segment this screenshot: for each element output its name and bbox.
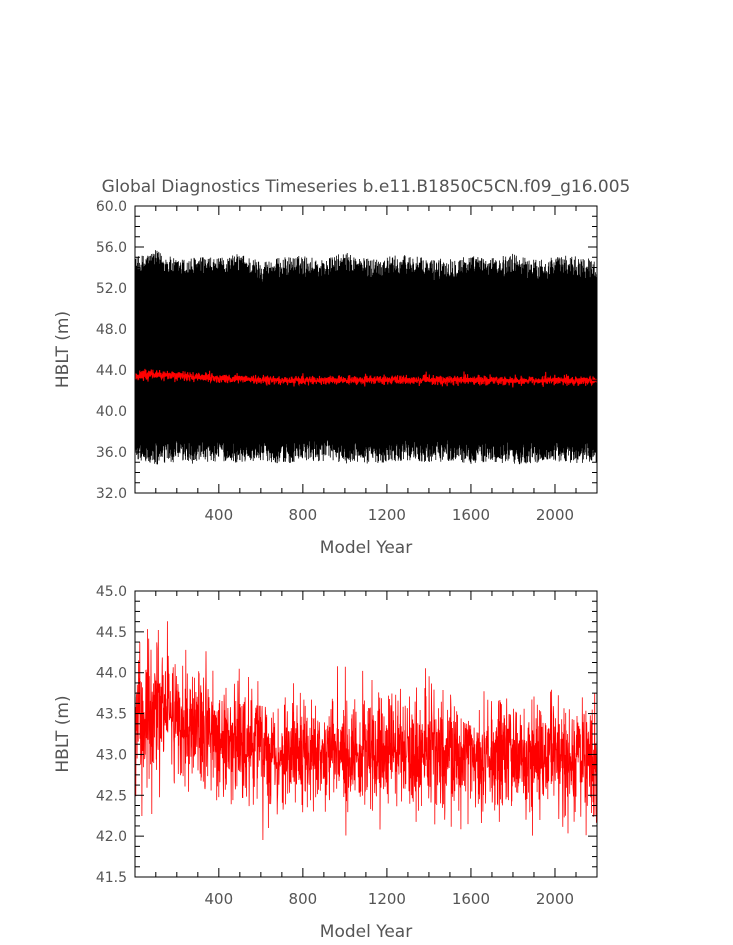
series-line-annual [135,621,597,841]
x-axis-label: Model Year [320,538,412,558]
x-tick-label: 1200 [368,890,406,908]
x-tick-label: 800 [289,890,318,908]
y-tick-label: 43.0 [96,747,127,763]
x-axis-label: Model Year [320,922,412,942]
y-tick-label: 45.0 [96,584,127,600]
timeseries-panel-bottom: 41.5 42.0 42.5 43.0 43.5 44.0 44.5 45.0 400 800 12… [53,584,598,942]
x-tick-label: 1600 [452,506,490,524]
y-tick-label: 44.5 [96,625,127,641]
timeseries-panel-top: 32.0 36.0 40.0 44.0 48.0 52.0 56.0 60.0 400 800 12… [53,199,598,558]
x-tick-label: 400 [205,506,234,524]
y-axis-label: HBLT (m) [53,311,73,388]
y-tick-label: 56.0 [96,240,127,256]
y-tick-label: 36.0 [96,445,127,461]
y-tick-label: 40.0 [96,404,127,420]
y-tick-label: 44.0 [96,363,127,379]
x-tick-label: 1200 [368,506,406,524]
x-tick-label: 800 [289,506,318,524]
y-tick-label: 60.0 [96,199,127,215]
x-tick-label: 400 [205,890,234,908]
x-tick-label: 2000 [536,506,574,524]
series-line-annual [135,368,597,388]
y-tick-label: 52.0 [96,281,127,297]
y-tick-label: 48.0 [96,322,127,338]
y-tick-label: 42.0 [96,829,127,845]
x-tick-label: 2000 [536,890,574,908]
series-line-monthly [135,250,597,465]
y-tick-label: 43.5 [96,707,127,723]
y-tick-label: 32.0 [96,486,127,502]
chart-title: Global Diagnostics Timeseries b.e11.B185… [102,177,631,197]
y-tick-label: 41.5 [96,870,127,886]
x-tick-label: 1600 [452,890,490,908]
y-tick-label: 42.5 [96,788,127,804]
y-axis-label: HBLT (m) [53,695,73,772]
y-tick-label: 44.0 [96,666,127,682]
